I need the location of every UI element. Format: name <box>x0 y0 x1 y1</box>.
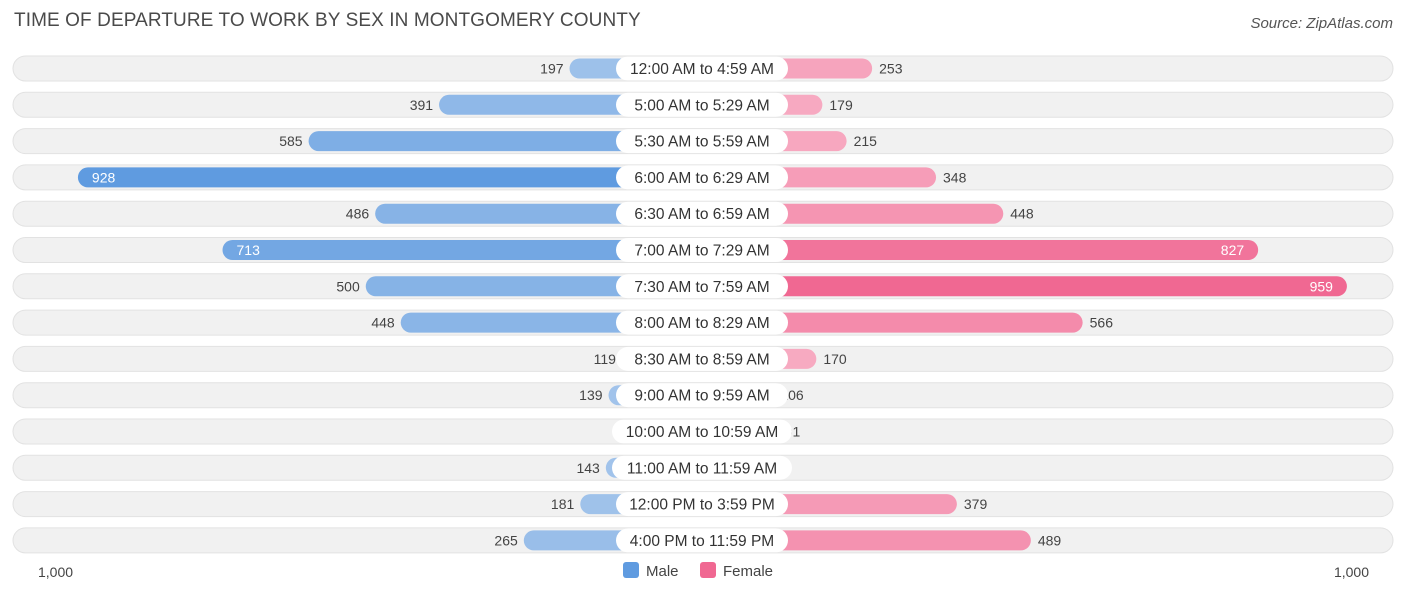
category-label: 9:00 AM to 9:59 AM <box>634 388 769 405</box>
female-bar <box>702 276 1347 297</box>
axis-min-label: 1,000 <box>38 564 73 580</box>
female-value-label: 179 <box>829 97 853 113</box>
male-value-label: 265 <box>494 532 518 548</box>
legend-male-label: Male <box>646 563 679 580</box>
male-value-label: 500 <box>336 278 360 294</box>
female-value-label: 253 <box>879 61 903 77</box>
male-value-label: 713 <box>237 242 261 258</box>
female-bar <box>702 240 1259 260</box>
category-label: 8:30 AM to 8:59 AM <box>634 351 769 368</box>
category-label: 5:30 AM to 5:59 AM <box>634 134 769 151</box>
legend-male-swatch <box>623 562 639 578</box>
category-label: 8:00 AM to 8:29 AM <box>634 315 769 332</box>
category-label-background <box>616 383 788 408</box>
category-label-background <box>616 129 788 154</box>
category-label-background <box>616 238 788 262</box>
male-value-label: 119 <box>594 351 617 367</box>
category-label-background <box>612 455 792 480</box>
female-value-label: 215 <box>854 133 878 149</box>
male-value-label: 486 <box>346 206 370 222</box>
axis-max-label: 1,000 <box>1334 564 1369 580</box>
category-label-background <box>616 201 788 226</box>
category-label-background <box>612 419 792 444</box>
female-bar <box>702 312 1083 333</box>
category-label-background <box>616 310 788 335</box>
category-label-background <box>616 165 788 190</box>
male-value-label: 448 <box>371 315 395 331</box>
category-label: 7:00 AM to 7:29 AM <box>634 243 769 260</box>
female-value-label: 170 <box>823 351 847 367</box>
category-label: 7:30 AM to 7:59 AM <box>634 279 769 296</box>
male-value-label: 143 <box>576 460 600 476</box>
category-label: 4:00 PM to 11:59 PM <box>630 533 774 550</box>
chart-title: TIME OF DEPARTURE TO WORK BY SEX IN MONT… <box>14 10 641 31</box>
category-label: 6:00 AM to 6:29 AM <box>634 170 769 187</box>
category-label: 10:00 AM to 10:59 AM <box>626 424 779 441</box>
male-value-label: 197 <box>540 61 564 77</box>
legend-female-swatch <box>700 562 716 578</box>
category-label-background <box>616 92 788 117</box>
category-label-background <box>616 346 788 371</box>
category-label-background <box>616 274 788 299</box>
female-value-label: 566 <box>1090 315 1114 331</box>
category-label: 12:00 PM to 3:59 PM <box>629 497 775 514</box>
category-label-background <box>616 492 788 517</box>
female-value-label: 448 <box>1010 206 1034 222</box>
male-bar <box>222 240 702 260</box>
chart-source: Source: ZipAtlas.com <box>1250 15 1393 32</box>
female-value-label: 827 <box>1221 242 1245 258</box>
category-label: 12:00 AM to 4:59 AM <box>630 61 774 78</box>
category-label-background <box>616 56 788 81</box>
male-bar <box>308 131 702 152</box>
category-label: 5:00 AM to 5:29 AM <box>634 97 769 114</box>
male-value-label: 928 <box>92 169 116 185</box>
female-value-label: 348 <box>943 169 967 185</box>
category-label: 6:30 AM to 6:59 AM <box>634 206 769 223</box>
female-value-label: 959 <box>1310 278 1334 294</box>
category-label: 11:00 AM to 11:59 AM <box>627 460 777 477</box>
male-value-label: 585 <box>279 133 303 149</box>
category-label-background <box>616 528 788 553</box>
legend-female-label: Female <box>723 563 773 580</box>
male-bar <box>77 167 703 188</box>
male-value-label: 181 <box>551 496 575 512</box>
male-value-label: 391 <box>410 97 434 113</box>
male-value-label: 139 <box>579 387 603 403</box>
female-value-label: 379 <box>964 496 988 512</box>
female-value-label: 489 <box>1038 532 1062 548</box>
